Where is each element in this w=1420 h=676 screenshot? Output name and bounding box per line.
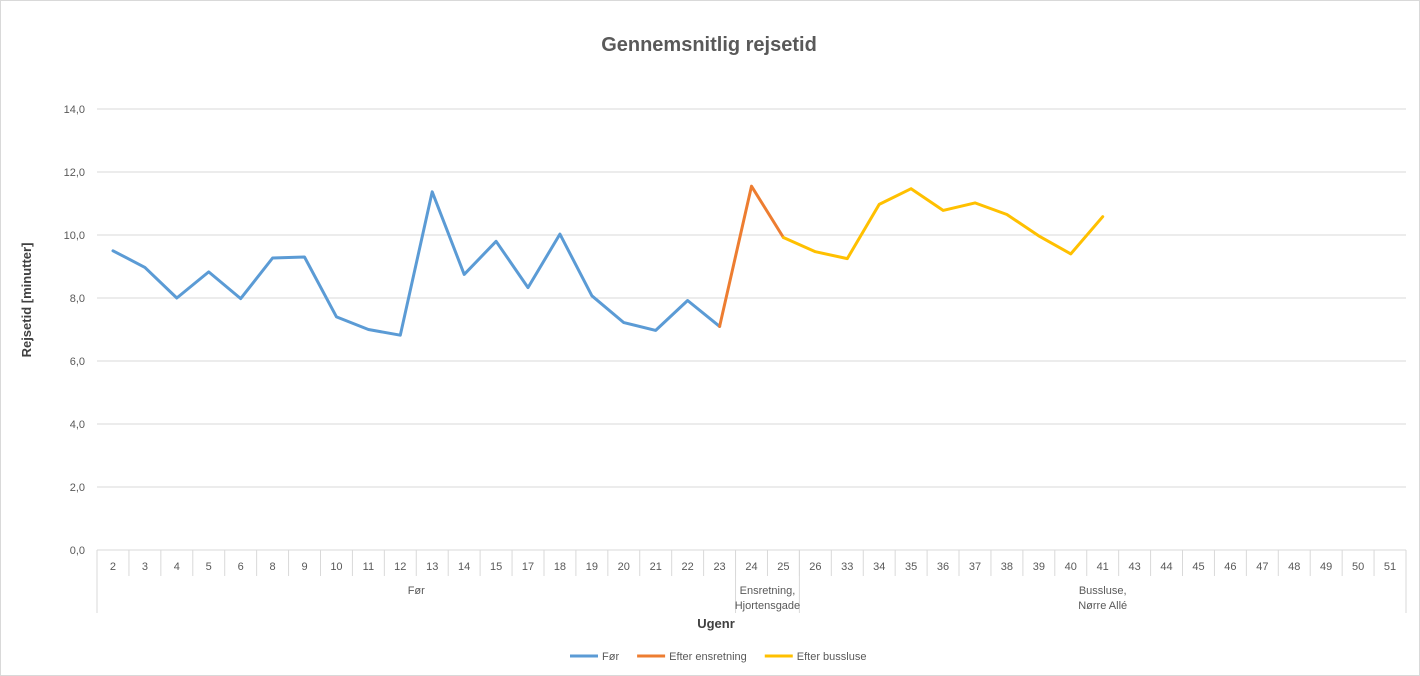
legend-label: Efter bussluse bbox=[797, 651, 867, 663]
y-tick-label: 6,0 bbox=[70, 356, 85, 368]
x-tick-label: 12 bbox=[394, 561, 406, 573]
y-tick-label: 8,0 bbox=[70, 293, 85, 305]
group-label: Hjortensgade bbox=[735, 600, 800, 612]
series-line-før bbox=[111, 190, 722, 337]
group-label: Før bbox=[408, 585, 425, 597]
y-tick-label: 2,0 bbox=[70, 482, 85, 494]
x-tick-label: 8 bbox=[270, 561, 276, 573]
x-tick-label: 4 bbox=[174, 561, 180, 573]
group-label: Bussluse, bbox=[1079, 585, 1127, 597]
x-axis: 2 3 4 5 6 8 9 10 11 12 13 14 15 17 18 19 20 21 22 23 24 25 26 3… bbox=[96, 549, 1407, 613]
x-tick-label: 5 bbox=[206, 561, 212, 573]
x-tick-label: 26 bbox=[809, 561, 821, 573]
x-tick-label: 6 bbox=[238, 561, 244, 573]
x-tick-label: 22 bbox=[682, 561, 694, 573]
x-tick-label: 43 bbox=[1128, 561, 1140, 573]
x-tick-label: 14 bbox=[458, 561, 470, 573]
x-tick-label: 36 bbox=[937, 561, 949, 573]
series-lines bbox=[111, 184, 1105, 337]
x-tick-label: 47 bbox=[1256, 561, 1268, 573]
legend-label: Før bbox=[602, 651, 619, 663]
x-tick-label: 2 bbox=[110, 561, 116, 573]
x-tick-label: 10 bbox=[330, 561, 342, 573]
x-tick-label: 25 bbox=[777, 561, 789, 573]
y-tick-label: 14,0 bbox=[64, 104, 85, 116]
x-tick-label: 15 bbox=[490, 561, 502, 573]
series-line-efter-bussluse bbox=[781, 187, 1105, 261]
x-tick-label: 39 bbox=[1033, 561, 1045, 573]
gridlines bbox=[97, 108, 1406, 551]
group-label: Nørre Allé bbox=[1078, 600, 1127, 612]
x-tick-label: 3 bbox=[142, 561, 148, 573]
legend-label: Efter ensretning bbox=[669, 651, 747, 663]
x-tick-label: 21 bbox=[650, 561, 662, 573]
x-tick-label: 23 bbox=[713, 561, 725, 573]
x-tick-label: 48 bbox=[1288, 561, 1300, 573]
y-axis-ticks: 0,0 2,0 4,0 6,0 8,0 10,0 12,0 14,0 bbox=[64, 104, 85, 557]
y-tick-label: 10,0 bbox=[64, 230, 85, 242]
x-tick-label: 44 bbox=[1160, 561, 1172, 573]
x-tick-label: 41 bbox=[1097, 561, 1109, 573]
series-line-efter-ensretning bbox=[718, 184, 785, 328]
group-label: Ensretning, bbox=[740, 585, 796, 597]
x-tick-label: 49 bbox=[1320, 561, 1332, 573]
x-tick-label: 24 bbox=[745, 561, 757, 573]
y-tick-label: 12,0 bbox=[64, 167, 85, 179]
x-tick-label: 40 bbox=[1065, 561, 1077, 573]
x-tick-label: 34 bbox=[873, 561, 885, 573]
chart-title: Gennemsnitlig rejsetid bbox=[601, 34, 817, 56]
x-tick-label: 19 bbox=[586, 561, 598, 573]
x-axis-title: Ugenr bbox=[697, 616, 735, 631]
x-tick-label: 37 bbox=[969, 561, 981, 573]
x-tick-label: 46 bbox=[1224, 561, 1236, 573]
y-tick-label: 4,0 bbox=[70, 419, 85, 431]
x-tick-label: 11 bbox=[363, 561, 374, 573]
x-tick-label: 33 bbox=[841, 561, 853, 573]
x-tick-label: 18 bbox=[554, 561, 566, 573]
x-tick-label: 51 bbox=[1384, 561, 1396, 573]
x-tick-label: 35 bbox=[905, 561, 917, 573]
x-tick-label: 50 bbox=[1352, 561, 1364, 573]
legend: Før Efter ensretning Efter bussluse bbox=[570, 651, 866, 663]
y-axis-title: Rejsetid [minutter] bbox=[19, 243, 34, 358]
x-tick-label: 38 bbox=[1001, 561, 1013, 573]
x-tick-label: 45 bbox=[1192, 561, 1204, 573]
x-tick-label: 13 bbox=[426, 561, 438, 573]
x-tick-label: 17 bbox=[522, 561, 534, 573]
y-tick-label: 0,0 bbox=[70, 545, 85, 557]
x-tick-label: 9 bbox=[301, 561, 307, 573]
x-tick-label: 20 bbox=[618, 561, 630, 573]
